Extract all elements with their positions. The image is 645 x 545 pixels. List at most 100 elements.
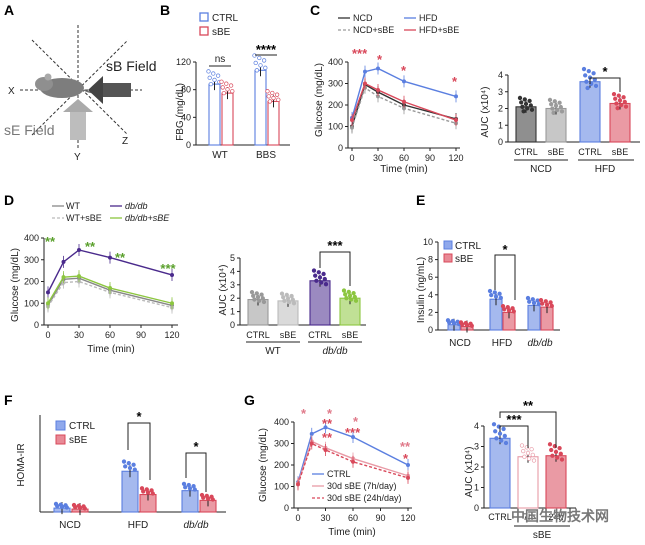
panel-c-auc-0-dot-8	[529, 107, 535, 112]
panel-c-sig-1: *	[377, 52, 383, 67]
panel-f-ctrl-1-dot-2	[131, 462, 136, 467]
watermark: 中国生物技术网	[511, 508, 609, 524]
panel-e-legend-sbe: sBE	[455, 254, 474, 265]
panel-g-sig-top-1: *	[327, 406, 333, 421]
panel-c-auc-xtick-3: sBE	[612, 147, 629, 157]
panel-c-auc-3-dot-0	[611, 91, 617, 97]
panel-c-auc-1-dot-9	[551, 110, 556, 115]
panel-g-xtick-4: 120	[400, 513, 415, 523]
panel-b-sbe-1-dot-1	[270, 90, 275, 96]
panel-b-ytick-0: 0	[186, 140, 191, 150]
panel-f-ctrl-1-bar	[121, 470, 139, 513]
panel-c-sig-2: *	[401, 63, 407, 78]
panel-b-sbe-1-dot-4	[271, 95, 276, 101]
panel-e-sbe-1-dot-4	[506, 308, 512, 313]
panel-d-auc-3-dot-2	[351, 290, 356, 296]
panel-e-ctrl-1-dot-4	[493, 294, 499, 299]
panel-b-sbe-1-dot-3	[266, 94, 271, 99]
panel-c-ytick-2: 200	[328, 100, 343, 110]
panel-c-auc-ytick-0: 0	[498, 137, 503, 147]
panel-d-auc-ylabel: AUC (x10⁴)	[218, 265, 229, 316]
panel-d-ylabel: Glucose (mg/dL)	[10, 248, 21, 322]
panel-b-sbe-0-dot-5	[230, 89, 235, 94]
panel-e-xtick-hfd: HFD	[492, 338, 513, 349]
panel-d-auc-ytick-3: 3	[230, 280, 235, 290]
panel-f-ctrl-2-dot-5	[192, 487, 197, 492]
panel-d-ytick-1: 100	[24, 298, 39, 308]
panel-c-auc-ytick-1: 1	[498, 120, 503, 130]
panel-e-legend-ctrl-swatch	[443, 240, 453, 250]
panel-d-sig-0: **	[45, 234, 56, 249]
mouse-icon	[35, 73, 103, 98]
panel-e-sbe-1-dot-5	[511, 309, 516, 314]
panel-g-legend: CTRL 30d sBE (7h/day) 30d sBE (24h/day)	[312, 469, 402, 503]
panel-c-series-3-point-4	[454, 118, 458, 123]
panel-letter-b: B	[160, 2, 170, 18]
panel-d-sig-2: **	[115, 250, 126, 265]
panel-c-auc-group-hfd: HFD	[595, 164, 616, 175]
panel-g-xtick-2: 60	[348, 513, 358, 523]
panel-e-ctrl-1-dot-0	[487, 288, 493, 294]
panel-g-sig-top-2: *	[353, 414, 359, 429]
panel-g-auc-1-bar	[517, 456, 539, 509]
panel-c-auc-0-dot-5	[528, 103, 533, 108]
panel-b-ctrl-1-dot-3	[253, 60, 258, 66]
legend-dbdb-sbe: db/db+sBE	[125, 213, 170, 223]
panel-f-xtick-hfd: HFD	[128, 520, 149, 531]
panel-g-auc-ytick-2: 2	[474, 462, 479, 472]
panel-e-ctrl-2-dot-2	[535, 298, 540, 303]
panel-g-auc-ylabel: AUC (x10⁴)	[464, 447, 475, 498]
panel-d-auc-1-dot-4	[285, 296, 291, 301]
panel-g-auc-xtick-7h: 7h	[523, 512, 533, 522]
legend-g-7h: 30d sBE (7h/day)	[327, 481, 397, 491]
panel-f-ylabel: HOMA-IR	[16, 443, 27, 486]
panel-d-auc-3-dot-7	[349, 297, 354, 302]
panel-c-series-1-point-0	[350, 125, 354, 130]
panel-e-ctrl-1-dot-1	[492, 290, 497, 295]
legend-wt: WT	[66, 201, 80, 211]
panel-e-ctrl-2-dot-3	[527, 299, 532, 304]
panel-d-auc-xtick-2: CTRL	[308, 330, 332, 340]
panel-g-auc-0-dot-6	[494, 436, 499, 441]
panel-d-auc-2-dot-3	[313, 273, 318, 278]
panel-c-ytick-4: 400	[328, 57, 343, 67]
panel-g-auc-2-dot-6	[550, 453, 555, 458]
panel-g-auc-0-dot-4	[497, 431, 503, 436]
panel-d-auc-yticks: 0 1 2 3 4 5	[230, 253, 240, 330]
panel-d-auc-1-dot-0	[279, 291, 285, 296]
panel-d-sig-3: ***	[160, 261, 176, 276]
panel-e-ytick-3: 6	[428, 272, 433, 282]
panel-f-sbe-1-dot-4	[145, 490, 151, 495]
panel-b-ytick-3: 120	[176, 57, 191, 67]
panel-b-ctrl-1-dot-6	[254, 68, 260, 73]
panel-d-auc-ytick-0: 0	[230, 320, 235, 330]
panel-c-auc-1-dot-1	[552, 99, 557, 104]
panel-c-auc-ytick-2: 2	[498, 104, 503, 114]
panel-b-ctrl-1-dot-2	[261, 58, 267, 63]
panel-g-sig-bottom-2: ***	[345, 425, 361, 440]
panel-c-auc-0-dot-1	[522, 97, 527, 102]
panel-d-auc-0-dot-5	[260, 296, 265, 301]
panel-b-ytick-1: 40	[181, 112, 191, 122]
panel-c-ticks: 0 100 200 300 400 0 30 60 90 120	[328, 57, 464, 163]
panel-d-auc-xtick-1: sBE	[280, 330, 297, 340]
sb-field-arrow-icon	[88, 76, 131, 104]
se-field-label: sE Field	[4, 122, 55, 138]
panel-c-series-2-point-4	[454, 94, 458, 99]
panel-d-legend: WT WT+sBE db/db db/db+sBE	[52, 201, 170, 223]
panel-c-auc-3-dot-9	[615, 106, 620, 111]
panel-d-ytick-4: 400	[24, 233, 39, 243]
panel-b-sbe-0-dot-0	[219, 79, 224, 84]
panel-g-auc-bars	[489, 422, 567, 509]
panel-f-legend-ctrl-swatch	[55, 420, 66, 431]
panel-c-auc-0-dot-2	[527, 98, 532, 104]
panel-d-auc-xtick-3: sBE	[342, 330, 359, 340]
panel-g-auc-ytick-3: 3	[474, 442, 479, 452]
panel-c-auc-2-dot-0	[581, 66, 587, 72]
legend-g-ctrl: CTRL	[327, 469, 351, 479]
panel-g-auc-1-dot-7	[527, 456, 532, 461]
panel-g-ylabel: Glucose (mg/dL)	[258, 428, 269, 502]
panel-d-auc-0-dot-6	[252, 297, 257, 302]
panel-b-sbe-0-dot-3	[220, 85, 225, 90]
